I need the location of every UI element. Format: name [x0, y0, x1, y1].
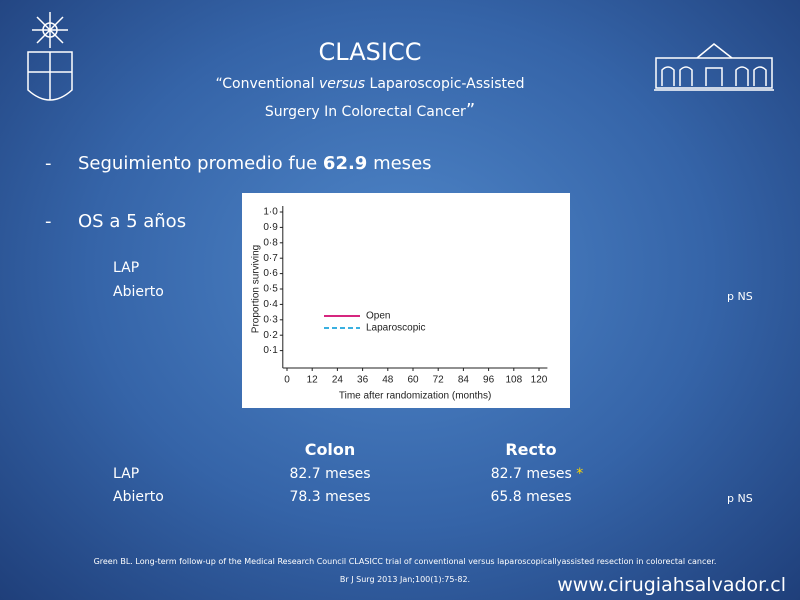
y-tick-label: 1·0 — [263, 207, 278, 218]
y-tick-label: 0·8 — [263, 237, 278, 248]
row-label: Abierto — [113, 284, 164, 300]
x-tick-label: 120 — [531, 375, 548, 386]
bullet-text: OS a 5 años — [78, 211, 187, 232]
bullet-text: meses — [373, 153, 432, 174]
x-tick-label: 84 — [458, 375, 470, 386]
building-logo — [654, 43, 774, 91]
y-tick-label: 0·7 — [263, 253, 278, 264]
subtitle-text: Surgery In Colorectal Cancer — [264, 104, 466, 120]
cell-text: 82.7 meses — [490, 466, 572, 482]
column-header: Colon — [304, 440, 356, 459]
cell: 82.7 meses — [289, 466, 371, 482]
subtitle-text: Laparoscopic-Assisted — [369, 76, 525, 92]
p-value: p NS — [727, 290, 753, 303]
row-label: LAP — [113, 260, 140, 276]
y-tick-label: 0·1 — [263, 345, 278, 356]
x-tick-label: 0 — [284, 375, 290, 386]
y-axis-label: Proportion surviving — [251, 245, 262, 333]
row-label: LAP — [113, 466, 140, 482]
bullet: Seguimiento promedio fue 62.9 meses — [78, 153, 432, 174]
x-tick-label: 96 — [483, 375, 495, 386]
p-value: p NS — [727, 492, 753, 505]
y-tick-label: 0·2 — [263, 330, 278, 341]
x-tick-label: 60 — [407, 375, 419, 386]
significance-mark: * — [576, 466, 584, 482]
x-tick-label: 72 — [433, 375, 445, 386]
cell: 65.8 meses — [490, 489, 572, 505]
subtitle: “Conventional versus Laparoscopic-Assist… — [215, 76, 524, 92]
x-axis-label: Time after randomization (months) — [339, 391, 491, 402]
cell: 82.7 meses * — [491, 466, 584, 482]
reference: Green BL. Long-term follow-up of the Med… — [93, 557, 717, 566]
bullet-bold: 62.9 — [322, 153, 368, 174]
survival-chart: 0·1 0·2 0·3 0·4 0·5 0·6 0·7 0·8 0·9 1·0 0 12 24 36 48 6… — [242, 193, 570, 408]
subtitle-emphasis: versus — [318, 76, 366, 92]
y-tick-label: 0·9 — [263, 222, 278, 233]
quote: ” — [465, 100, 476, 121]
x-tick-label: 24 — [332, 375, 344, 386]
subtitle: Surgery In Colorectal Cancer” — [265, 100, 475, 121]
x-tick-label: 48 — [382, 375, 394, 386]
y-tick-label: 0·4 — [263, 299, 278, 310]
bullet-marker: - — [45, 211, 52, 232]
y-tick-label: 0·6 — [263, 268, 278, 279]
website: www.cirugiahsalvador.cl — [557, 574, 786, 596]
title: CLASICC — [318, 38, 422, 66]
bullet-text: Seguimiento promedio fue — [78, 153, 318, 174]
university-logo — [27, 12, 73, 101]
bullet-marker: - — [45, 153, 52, 174]
column-header: Recto — [505, 440, 557, 459]
legend-label: Open — [366, 311, 390, 322]
row-label: Abierto — [113, 489, 164, 505]
subtitle-text: “Conventional — [215, 76, 315, 92]
x-tick-label: 12 — [307, 375, 319, 386]
y-tick-label: 0·5 — [263, 284, 278, 295]
reference: Br J Surg 2013 Jan;100(1):75-82. — [339, 575, 471, 584]
legend-label: Laparoscopic — [366, 323, 425, 334]
cell: 78.3 meses — [289, 489, 371, 505]
x-tick-label: 108 — [505, 375, 522, 386]
x-tick-label: 36 — [357, 375, 369, 386]
y-tick-label: 0·3 — [263, 314, 278, 325]
